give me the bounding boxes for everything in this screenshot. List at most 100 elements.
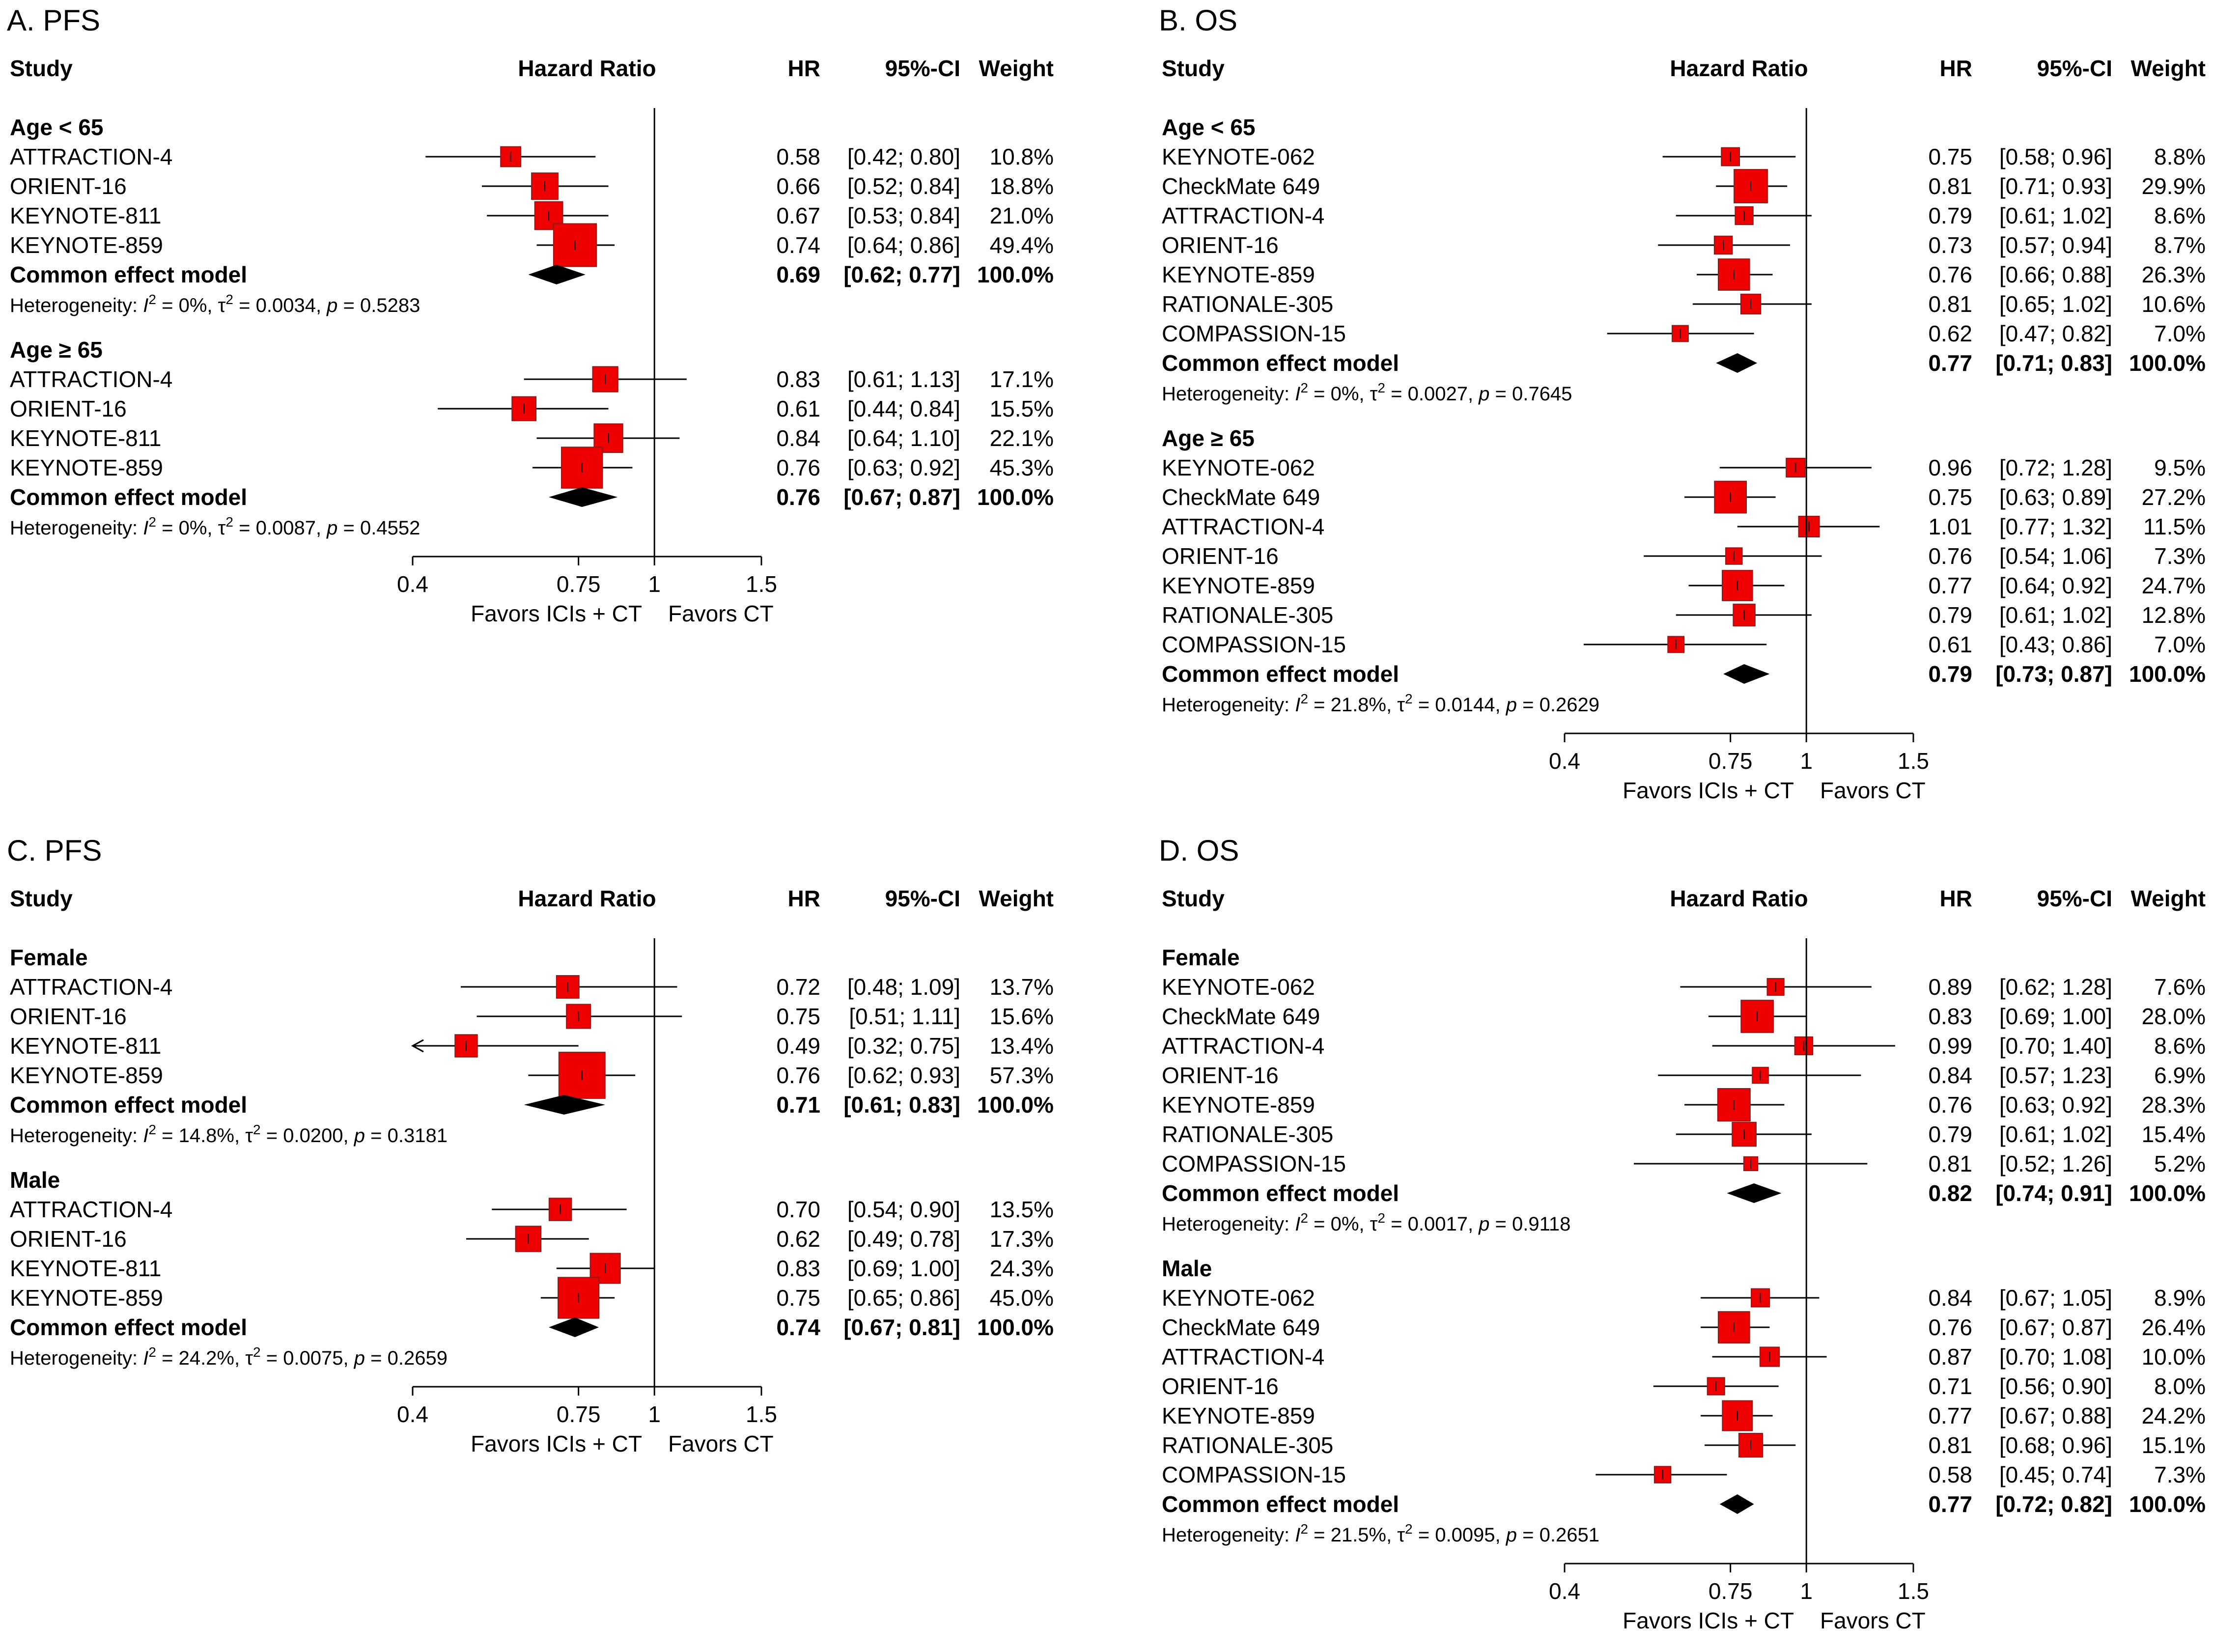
hr-value: 0.58 [1928, 1462, 1972, 1487]
x-tick-label: 0.4 [397, 1401, 428, 1427]
heterogeneity-prefix: Heterogeneity: [1162, 1213, 1295, 1235]
separator: , [316, 517, 327, 539]
panel-title: A. PFS [7, 4, 100, 37]
ci-value: [0.58; 0.96] [1999, 144, 2112, 169]
equals-sign: = [1489, 1213, 1512, 1235]
weight-value: 29.9% [2142, 173, 2206, 199]
hr-value: 0.83 [776, 366, 820, 392]
summary-diamond [1723, 664, 1770, 684]
forest-panel: C. PFS Study Hazard Ratio HR 95%-CI Weight Fem… [7, 834, 1054, 1456]
hr-value: 0.83 [776, 1256, 820, 1281]
hr-value: 0.76 [1928, 1092, 1972, 1118]
ci-value: [0.63; 0.92] [1999, 1092, 2112, 1118]
summary-ci-value: [0.72; 0.82] [1995, 1491, 2112, 1517]
equals-sign: = [1385, 383, 1408, 405]
study-name: KEYNOTE-062 [1162, 974, 1315, 1000]
x-tick-label: 0.4 [1549, 748, 1580, 774]
p-value: 0.2651 [1540, 1524, 1599, 1546]
summary-diamond [528, 265, 586, 284]
ci-value: [0.65; 1.02] [1999, 291, 2112, 317]
i-squared-value: 24.2% [179, 1347, 234, 1369]
separator: , [343, 1125, 354, 1147]
weight-value: 8.6% [2154, 203, 2206, 228]
hr-value: 0.79 [1928, 1121, 1972, 1147]
column-header-hr: HR [1940, 886, 1972, 911]
subgroup-label: Age < 65 [1162, 114, 1256, 140]
x-tick-label: 0.75 [1709, 1578, 1753, 1604]
ci-value: [0.67; 0.88] [1999, 1403, 2112, 1428]
panel-title: C. PFS [7, 834, 102, 867]
hr-value: 0.81 [1928, 1151, 1972, 1176]
subgroup-label: Female [1162, 945, 1240, 970]
ci-value: [0.47; 0.82] [1999, 321, 2112, 346]
summary-diamond [524, 1095, 606, 1115]
x-tick-label: 0.4 [1549, 1578, 1580, 1604]
hr-value: 0.83 [1928, 1004, 1972, 1029]
weight-value: 15.4% [2142, 1121, 2206, 1147]
weight-value: 24.3% [990, 1256, 1054, 1281]
hr-value: 0.75 [776, 1004, 820, 1029]
tau-symbol: , τ [1386, 1524, 1405, 1546]
hr-value: 0.58 [776, 144, 820, 169]
ci-value: [0.67; 1.05] [1999, 1285, 2112, 1311]
ci-value: [0.63; 0.92] [847, 455, 960, 480]
study-name: ATTRACTION-4 [1162, 1344, 1324, 1370]
hr-value: 0.74 [776, 232, 820, 258]
study-name: ORIENT-16 [10, 173, 127, 199]
p-symbol: p [354, 1347, 365, 1369]
ci-value: [0.54; 1.06] [1999, 543, 2112, 569]
equals-sign: = [1489, 383, 1512, 405]
summary-hr-value: 0.69 [776, 262, 820, 287]
favors-left-label: Favors ICIs + CT [471, 1431, 642, 1456]
hr-value: 0.61 [1928, 632, 1972, 657]
equals-sign: = [233, 295, 256, 316]
study-name: COMPASSION-15 [1162, 1462, 1346, 1487]
subgroup-label: Male [10, 1167, 60, 1193]
study-marker [558, 1277, 600, 1319]
column-header-ci: 95%-CI [885, 56, 960, 81]
heterogeneity-prefix: Heterogeneity: [10, 295, 143, 316]
superscript-2: 2 [1405, 691, 1413, 706]
favors-left-label: Favors ICIs + CT [471, 601, 642, 626]
ci-value: [0.69; 1.00] [1999, 1004, 2112, 1029]
superscript-2: 2 [253, 1122, 261, 1137]
separator: , [1468, 383, 1479, 405]
summary-weight-value: 100.0% [2129, 350, 2206, 376]
hr-value: 0.84 [1928, 1063, 1972, 1088]
p-value: 0.2629 [1540, 694, 1599, 716]
tau-squared-value: 0.0095 [1435, 1524, 1495, 1546]
study-name: KEYNOTE-811 [10, 425, 161, 451]
tau-squared-value: 0.0144 [1435, 694, 1495, 716]
weight-value: 7.3% [2154, 543, 2206, 569]
hr-value: 0.79 [1928, 602, 1972, 628]
weight-value: 8.9% [2154, 1285, 2206, 1311]
weight-value: 12.8% [2142, 602, 2206, 628]
study-name: ORIENT-16 [1162, 232, 1279, 258]
p-value: 0.5283 [360, 295, 420, 316]
study-name: KEYNOTE-859 [1162, 1403, 1315, 1428]
ci-value: [0.68; 0.96] [1999, 1432, 2112, 1458]
favors-right-label: Favors CT [668, 1431, 774, 1456]
favors-right-label: Favors CT [1820, 1608, 1926, 1633]
ci-value: [0.65; 0.86] [847, 1285, 960, 1311]
weight-value: 8.7% [2154, 232, 2206, 258]
separator: , [1495, 1524, 1506, 1546]
summary-diamond [1716, 353, 1758, 373]
equals-sign: = [337, 295, 360, 316]
equals-sign: = [1413, 1524, 1435, 1546]
summary-label: Common effect model [1162, 350, 1399, 376]
equals-sign: = [156, 1347, 179, 1369]
tau-symbol: , τ [1386, 694, 1405, 716]
superscript-2: 2 [1377, 380, 1385, 395]
weight-value: 10.8% [990, 144, 1054, 169]
summary-diamond [1727, 1183, 1782, 1203]
weight-value: 26.3% [2142, 262, 2206, 287]
weight-value: 8.8% [2154, 144, 2206, 169]
weight-value: 24.7% [2142, 573, 2206, 598]
p-symbol: p [1478, 383, 1489, 405]
weight-value: 28.3% [2142, 1092, 2206, 1118]
summary-label: Common effect model [10, 1315, 247, 1340]
column-header-hazard-ratio: Hazard Ratio [1670, 886, 1808, 911]
weight-value: 57.3% [990, 1063, 1054, 1088]
panel-title: D. OS [1159, 834, 1239, 867]
